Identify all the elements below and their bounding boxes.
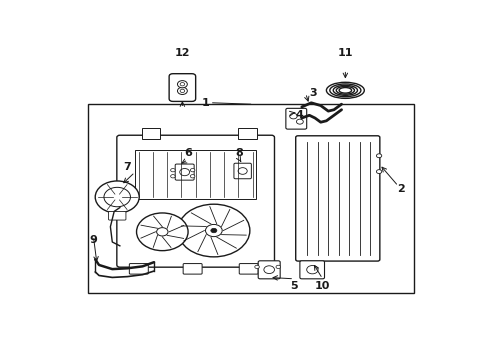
FancyBboxPatch shape [238, 128, 257, 139]
FancyBboxPatch shape [169, 74, 195, 102]
Circle shape [264, 266, 274, 274]
Text: 5: 5 [290, 281, 297, 291]
Bar [87, 104, 413, 293]
FancyBboxPatch shape [233, 163, 251, 179]
Text: 2: 2 [396, 184, 404, 194]
Circle shape [190, 175, 195, 178]
Circle shape [180, 82, 184, 86]
FancyBboxPatch shape [142, 128, 160, 139]
Circle shape [136, 213, 188, 251]
Text: 10: 10 [314, 281, 329, 291]
FancyBboxPatch shape [183, 264, 202, 274]
FancyBboxPatch shape [108, 211, 126, 220]
Circle shape [376, 170, 381, 174]
Circle shape [156, 228, 168, 236]
Text: 9: 9 [89, 235, 97, 245]
FancyBboxPatch shape [129, 264, 148, 274]
FancyBboxPatch shape [299, 261, 324, 279]
Text: 3: 3 [309, 88, 316, 98]
Circle shape [177, 81, 187, 88]
Circle shape [289, 113, 297, 119]
Text: 4: 4 [295, 110, 303, 120]
Circle shape [95, 181, 139, 213]
FancyBboxPatch shape [239, 264, 258, 274]
Circle shape [306, 266, 317, 274]
Circle shape [275, 265, 280, 269]
Circle shape [238, 168, 247, 174]
FancyBboxPatch shape [258, 261, 280, 279]
FancyBboxPatch shape [117, 135, 274, 267]
Text: 11: 11 [337, 48, 352, 58]
Circle shape [180, 168, 189, 176]
Bar [135, 150, 256, 199]
Circle shape [254, 265, 259, 269]
Circle shape [205, 224, 222, 237]
Text: 1: 1 [201, 98, 208, 108]
FancyBboxPatch shape [295, 136, 379, 261]
Text: 8: 8 [235, 148, 243, 158]
Circle shape [180, 89, 184, 93]
FancyBboxPatch shape [175, 164, 194, 180]
Circle shape [177, 87, 187, 94]
FancyBboxPatch shape [285, 108, 306, 129]
Text: 12: 12 [174, 48, 190, 58]
Circle shape [296, 119, 303, 124]
Circle shape [190, 168, 195, 172]
Circle shape [170, 168, 175, 172]
Circle shape [210, 228, 217, 233]
Circle shape [104, 187, 130, 207]
Circle shape [178, 204, 249, 257]
Text: 6: 6 [184, 148, 192, 158]
Circle shape [170, 175, 175, 178]
Text: 7: 7 [123, 162, 131, 172]
Circle shape [376, 154, 381, 158]
